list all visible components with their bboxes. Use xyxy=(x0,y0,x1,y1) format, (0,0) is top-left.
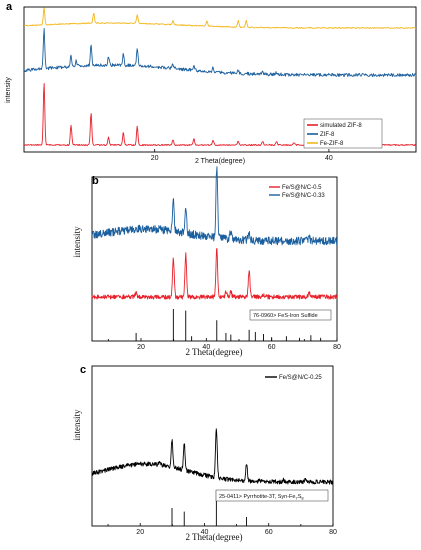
panel-b-xtick-label-3: 80 xyxy=(333,344,341,351)
panel-c-reference-label-tail: S xyxy=(298,494,302,500)
panel-c-xtick-label-3: 80 xyxy=(329,529,337,536)
panel-c-plot-frame xyxy=(91,365,334,527)
panel-b-xtick-label-2: 60 xyxy=(268,344,276,351)
panel-c-xaxis-ticks: 20 40 60 80 xyxy=(107,523,337,536)
panel-a-xaxis-ticks: 20 40 xyxy=(151,149,333,162)
panel-c-series-0 xyxy=(91,428,334,485)
panel-c-xtick-label-0: 20 xyxy=(136,529,144,536)
panel-a-letter: a xyxy=(6,1,13,13)
legend-label-simulated: simulated ZIF-8 xyxy=(320,123,362,129)
panel-a-xtick-label-1: 40 xyxy=(325,155,333,162)
panel-b-ylabel: intensity xyxy=(72,226,82,257)
panel-b-reference-lines xyxy=(135,309,322,341)
panel-c-reference-label: 25-0411> Pyrrhotite-3T, Syn-Fe7S8 xyxy=(219,494,304,501)
legend-label-fes-0.25: Fe/S@N/C-0.25 xyxy=(279,375,322,381)
panel-c-reference-box xyxy=(215,489,329,502)
panel-c-letter: c xyxy=(80,364,86,376)
panel-c-reference-label-sub: 7 xyxy=(295,496,298,501)
legend-label-fes-0.33: Fe/S@N/C-0.33 xyxy=(282,193,325,199)
panel-a: a intensity 2 Theta(degree) 20 40 simulat… xyxy=(5,1,417,165)
panel-b-xtick-label-0: 20 xyxy=(137,344,145,351)
panel-b-series-1 xyxy=(91,166,338,246)
panel-a-xlabel: 2 Theta(degree) xyxy=(195,158,245,165)
panel-b-reference-label: 76-0960> FeS-Iron Sulfide xyxy=(253,313,318,319)
panel-b-legend: Fe/S@N/C-0.5 Fe/S@N/C-0.33 xyxy=(269,185,325,199)
panel-a-ylabel: intensity xyxy=(5,77,12,103)
legend-label-fes-0.5: Fe/S@N/C-0.5 xyxy=(282,185,322,191)
panel-a-plot-frame xyxy=(23,6,417,153)
panel-a-legend: simulated ZIF-8 ZIF-8 Fe-ZIF-8 xyxy=(303,118,383,149)
legend-label-zif8: ZIF-8 xyxy=(320,132,335,138)
panel-c-series-group xyxy=(91,428,334,485)
panel-c-xtick-label-1: 40 xyxy=(201,529,209,536)
panel-a-xtick-label-0: 20 xyxy=(151,155,159,162)
legend-label-fe-zif8: Fe-ZIF-8 xyxy=(320,141,344,147)
panel-a-series-2 xyxy=(23,7,417,29)
panel-b-series-0 xyxy=(91,248,338,300)
panel-b-series-group xyxy=(91,166,338,300)
panel-c-reference-label-main: 25-0411> Pyrrhotite-3T, Syn-Fe xyxy=(219,494,295,500)
panel-c-legend: Fe/S@N/C-0.25 xyxy=(265,375,322,381)
panel-a-series-1 xyxy=(23,28,417,78)
panel-c-ylabel: intensity xyxy=(72,409,82,440)
panel-b-plot-frame xyxy=(91,176,338,342)
panel-b-xtick-label-1: 40 xyxy=(202,344,210,351)
panel-b: b intensity 2 Theta(degree) 20 40 60 80 76-… xyxy=(72,166,341,357)
panel-c-xtick-label-2: 60 xyxy=(265,529,273,536)
panel-b-reference-box xyxy=(249,309,332,321)
panel-b-letter: b xyxy=(92,175,99,187)
panel-b-xlabel: 2 Theta(degree) xyxy=(185,347,242,357)
panel-c: c intensity 2 Theta(degree) 20 40 60 80 25-… xyxy=(72,364,337,542)
panel-c-xlabel: 2 Theta(degree) xyxy=(185,532,242,542)
panel-c-reference-label-sub2: 8 xyxy=(301,496,304,501)
